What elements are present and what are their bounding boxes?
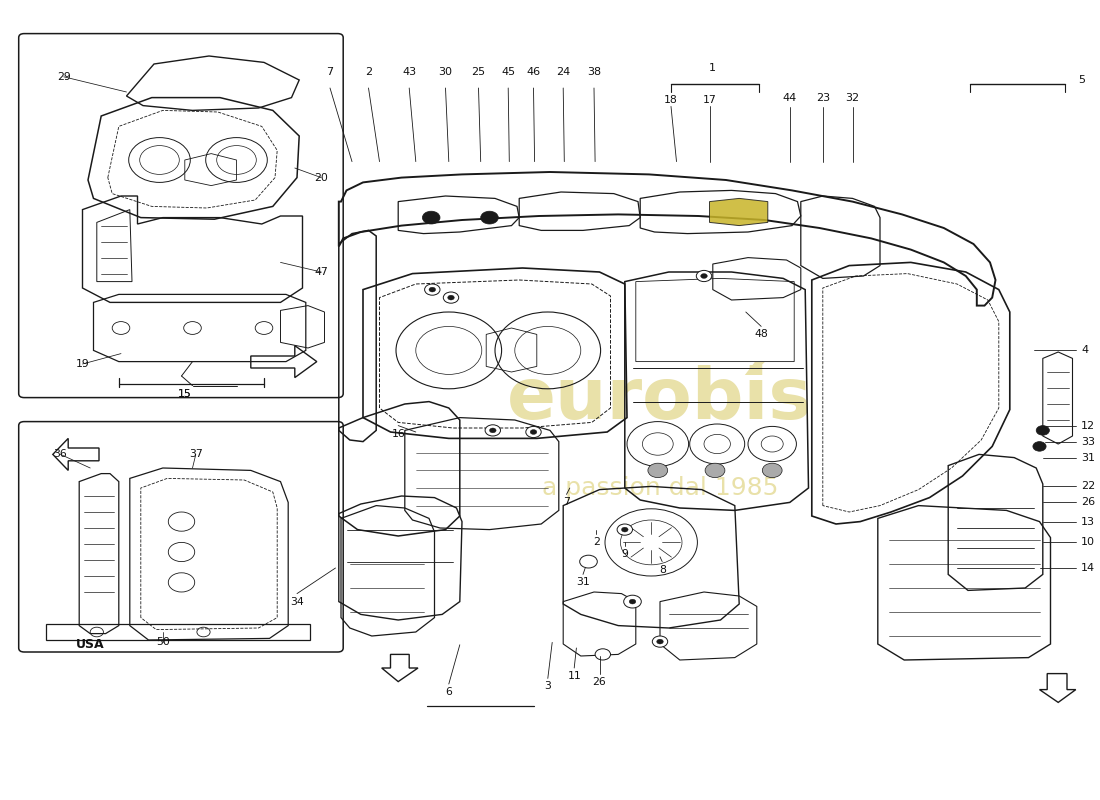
Circle shape [443,292,459,303]
Text: 36: 36 [54,450,67,459]
Circle shape [1033,442,1046,451]
Text: 7: 7 [327,67,333,77]
Text: 17: 17 [703,95,716,105]
Text: 9: 9 [621,549,628,558]
Text: a passion dal 1985: a passion dal 1985 [542,476,778,500]
Text: 8: 8 [659,565,666,574]
Text: 13: 13 [1081,517,1096,526]
Text: 3: 3 [544,682,551,691]
Text: 29: 29 [57,72,70,82]
Text: 2: 2 [365,67,372,77]
Text: 14: 14 [1081,563,1096,573]
Text: 33: 33 [1081,437,1096,446]
Text: 6: 6 [446,687,452,697]
Circle shape [425,284,440,295]
Circle shape [1036,426,1049,435]
Circle shape [648,463,668,478]
Text: 19: 19 [76,359,89,369]
Text: 46: 46 [527,67,540,77]
Circle shape [595,649,610,660]
Text: USA: USA [76,638,104,650]
Text: eurobís: eurobís [507,366,813,434]
Circle shape [624,595,641,608]
Text: 15: 15 [178,389,191,398]
Circle shape [429,287,436,292]
Text: 23: 23 [816,93,829,102]
Circle shape [530,430,537,434]
Circle shape [696,270,712,282]
Text: 31: 31 [576,578,590,587]
Polygon shape [710,198,768,226]
Circle shape [481,211,498,224]
Text: 48: 48 [755,330,768,339]
Text: 1: 1 [710,63,716,73]
Circle shape [580,555,597,568]
Circle shape [526,426,541,438]
Text: 43: 43 [403,67,416,77]
Text: 38: 38 [587,67,601,77]
Text: 37: 37 [189,450,202,459]
Text: 26: 26 [593,677,606,686]
Text: 25: 25 [472,67,485,77]
Circle shape [490,428,496,433]
Text: 10: 10 [1081,538,1096,547]
Circle shape [629,599,636,604]
Text: 26: 26 [1081,498,1096,507]
Circle shape [448,295,454,300]
Circle shape [621,527,628,532]
Text: 34: 34 [290,597,304,606]
Text: 50: 50 [156,637,169,646]
Text: 47: 47 [315,267,328,277]
Circle shape [617,524,632,535]
Text: 12: 12 [1081,421,1096,430]
Text: 2: 2 [593,538,600,547]
Circle shape [422,211,440,224]
Circle shape [705,463,725,478]
Circle shape [652,636,668,647]
Circle shape [485,425,501,436]
Text: 11: 11 [568,671,581,681]
Text: 32: 32 [846,93,859,102]
Text: 5: 5 [1078,75,1085,85]
FancyBboxPatch shape [19,422,343,652]
Text: 44: 44 [783,93,796,102]
Text: 45: 45 [502,67,515,77]
FancyBboxPatch shape [19,34,343,398]
Text: 30: 30 [439,67,452,77]
Text: 7: 7 [563,498,570,507]
Text: 18: 18 [664,95,678,105]
Text: 22: 22 [1081,482,1096,491]
Circle shape [762,463,782,478]
Text: 24: 24 [557,67,570,77]
Text: 20: 20 [315,173,328,182]
Circle shape [657,639,663,644]
Circle shape [701,274,707,278]
Text: 4: 4 [1081,346,1088,355]
Text: 15: 15 [178,389,191,398]
Text: 31: 31 [1081,453,1096,462]
Text: 16: 16 [392,429,405,438]
